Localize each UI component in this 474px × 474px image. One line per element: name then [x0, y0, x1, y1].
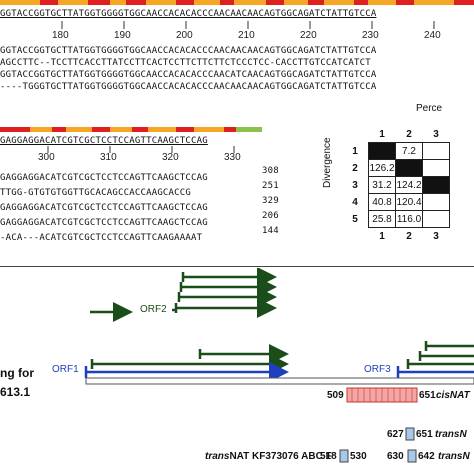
upper-consensus-bar	[0, 0, 474, 6]
matrix-row-header-1: 1	[352, 145, 358, 157]
lower-seq-3: GAGGAGGACATCGTCGCTCCTCCAGTTCAAGCTCCAG	[0, 203, 208, 213]
lower-num-5: 144	[262, 226, 279, 236]
left-text-1: ng for	[0, 366, 34, 380]
tick-310: 310	[100, 152, 117, 163]
matrix-col-header-1: 1	[379, 128, 385, 140]
matrix-cell-3-3	[422, 176, 450, 194]
matrix-row-header-4: 4	[352, 196, 358, 208]
matrix-cell-3-1: 31.2	[368, 176, 396, 194]
orf1-label: ORF1	[52, 364, 79, 375]
matrix-cell-2-2	[395, 159, 423, 177]
matrix-cell-5-2: 116.0	[395, 210, 423, 228]
lower-seq-0: GAGGAGGACATCGTCGCTCCTCCAGTTCAAGCTCCAG	[0, 136, 208, 146]
tick-210: 210	[238, 30, 255, 41]
matrix-cell-2-1: 126.2	[368, 159, 396, 177]
orf3-arrows	[406, 341, 474, 369]
lower-row-1: GAGGAGGACATCGTCGCTCCTCCAGTTCAAGCTCCAG 30…	[0, 165, 290, 184]
tick-200: 200	[176, 30, 193, 41]
transnat-2-prefix: trans	[205, 451, 230, 462]
matrix-cell-3-2: 124.2	[395, 176, 423, 194]
orf-diagram	[84, 268, 474, 463]
upper-seq-4: ----TGGGTGCTTATGGTGGGGTGGCAACCACACACCCAA…	[0, 82, 377, 92]
transnat-2-start: 518	[320, 451, 337, 462]
lower-seq-1: GAGGAGGACATCGTCGCTCCTCCAGTTCAAGCTCCAG	[0, 173, 208, 183]
matrix-bottom-header-3: 3	[433, 230, 439, 242]
lower-num-3: 329	[262, 196, 279, 206]
gene-backbone	[85, 377, 474, 385]
matrix-cell-4-1: 40.8	[368, 193, 396, 211]
matrix-bottom-header-2: 2	[406, 230, 412, 242]
transnat-3-start: 630	[387, 451, 404, 462]
tick-330: 330	[224, 152, 241, 163]
matrix-row-header-3: 3	[352, 179, 358, 191]
matrix-panel: 1 2 3 1 7.2 2 126.2 3 31.2 124.2 4 40.8 …	[342, 126, 474, 266]
lower-row-2: TTGG-GTGTGTGGTTGCACAGCCACCAAGCACCG 251	[0, 180, 290, 199]
transnat-1-label: transN	[435, 429, 467, 440]
divergence-matrix: 1 2 3 1 7.2 2 126.2 3 31.2 124.2 4 40.8 …	[342, 126, 450, 244]
upper-seq-2: AGCCTTC--TCCTTCACCTTATCCTTCACTCCTTCTTCTT…	[0, 58, 371, 68]
orf1-arrows	[90, 344, 289, 374]
lower-seq-5: -ACA---ACATCGTCGCTCCTCCAGTTCAAGAAAAT	[0, 233, 203, 243]
matrix-cell-5-3	[422, 210, 450, 228]
tick-300: 300	[38, 152, 55, 163]
matrix-row-header-5: 5	[352, 213, 358, 225]
cisnat-label: cisNAT	[436, 390, 470, 401]
matrix-col-header-3: 3	[433, 128, 439, 140]
transnat-1-end: 651	[416, 429, 433, 440]
tick-320: 320	[162, 152, 179, 163]
lower-consensus-bar	[0, 127, 262, 133]
section-divider	[0, 266, 474, 267]
upper-seq-1: GGTACCGGTGCTTATGGTGGGGTGGCAACCACACACCCAA…	[0, 46, 377, 56]
matrix-row-header-2: 2	[352, 162, 358, 174]
matrix-corner-bottom	[342, 228, 369, 245]
matrix-cell-1-3	[422, 142, 450, 160]
tick-220: 220	[300, 30, 317, 41]
matrix-side-label: Divergence	[322, 137, 333, 188]
transnat-3-end: 642	[418, 451, 435, 462]
lower-num-4: 206	[262, 211, 279, 221]
matrix-cell-5-1: 25.8	[368, 210, 396, 228]
transnat-2-text: NAT KF373076 ABC F	[229, 451, 332, 462]
orf3-main-arrow	[396, 366, 474, 378]
orf1-main-arrow	[84, 362, 289, 382]
transnat-box-3	[407, 449, 417, 463]
upper-ruler: 180 190 200 210 220 230 240	[0, 21, 474, 47]
lower-ruler: 300 310 320 330	[0, 146, 270, 172]
lower-row-4: GAGGAGGACATCGTCGCTCCTCCAGTTCAAGCTCCAG 20…	[0, 210, 290, 229]
left-text-2: 613.1	[0, 385, 31, 399]
transnat-2-line: transNAT KF373076 ABC F	[205, 451, 332, 462]
tick-240: 240	[424, 30, 441, 41]
orf2-label: ORF2	[140, 304, 167, 315]
cisnat-start: 509	[327, 390, 344, 401]
lower-row-3: GAGGAGGACATCGTCGCTCCTCCAGTTCAAGCTCCAG 32…	[0, 195, 290, 214]
transnat-3-label: transN	[438, 451, 470, 462]
matrix-cell-2-3	[422, 159, 450, 177]
lower-seq-2: TTGG-GTGTGTGGTTGCACAGCCACCAAGCACCG	[0, 188, 192, 198]
transnat-1-start: 627	[387, 429, 404, 440]
upper-seq-0: GGTACCGGTGCTTATGGTGGGGTGGCAACCACACACCCAA…	[0, 9, 377, 19]
matrix-bottom-header-1: 1	[379, 230, 385, 242]
tick-180: 180	[52, 30, 69, 41]
matrix-cell-1-2: 7.2	[395, 142, 423, 160]
matrix-col-header-2: 2	[406, 128, 412, 140]
lower-num-1: 308	[262, 166, 279, 176]
lower-seq-4: GAGGAGGACATCGTCGCTCCTCCAGTTCAAGCTCCAG	[0, 218, 208, 228]
matrix-top-label: Perce	[416, 103, 443, 114]
cisnat-end: 651	[419, 390, 436, 401]
matrix-cell-4-2: 120.4	[395, 193, 423, 211]
transnat-box-1	[405, 427, 415, 441]
upper-seq-3: GGTACCGGTGCTTATGGTGGGGTGGCAACCACACACCCAA…	[0, 70, 377, 80]
matrix-corner	[342, 126, 369, 143]
tick-230: 230	[362, 30, 379, 41]
transnat-2-end: 530	[350, 451, 367, 462]
lower-num-2: 251	[262, 181, 279, 191]
matrix-cell-1-1	[368, 142, 396, 160]
orf3-label: ORF3	[364, 364, 391, 375]
tick-190: 190	[114, 30, 131, 41]
transnat-box-2	[339, 449, 349, 463]
orf2-arrows	[90, 268, 277, 322]
lower-row-5: -ACA---ACATCGTCGCTCCTCCAGTTCAAGAAAAT 144	[0, 225, 290, 244]
matrix-cell-4-3	[422, 193, 450, 211]
